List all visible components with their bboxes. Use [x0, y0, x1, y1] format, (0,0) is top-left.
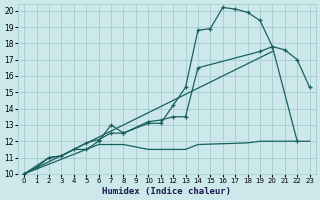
- X-axis label: Humidex (Indice chaleur): Humidex (Indice chaleur): [102, 187, 231, 196]
